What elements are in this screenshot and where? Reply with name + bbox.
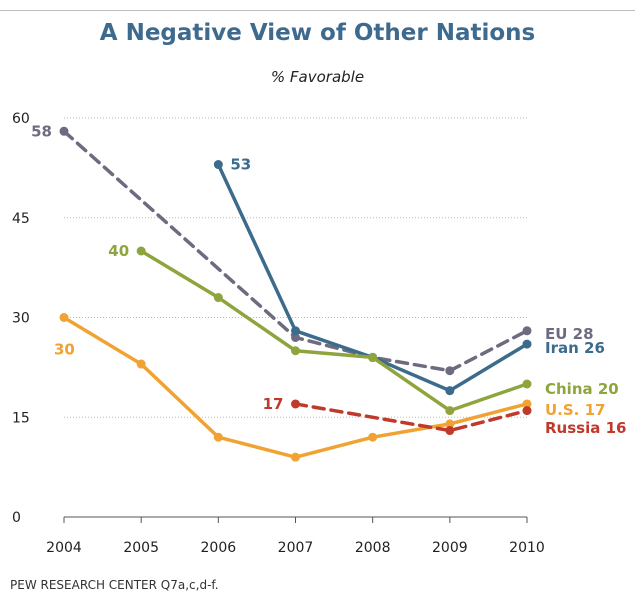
data-point-russia [522, 406, 532, 416]
series-line-china [139, 249, 529, 413]
data-point-iran [291, 326, 300, 336]
data-point-eu [59, 126, 69, 136]
end-label-iran: Iran 26 [545, 339, 605, 357]
y-tick-label: 45 [12, 211, 30, 227]
chart-subtitle: % Favorable [270, 68, 365, 86]
x-tick-label: 2006 [201, 540, 237, 556]
data-point-russia [291, 399, 300, 409]
data-label-us: 30 [54, 341, 75, 359]
data-point-us [368, 432, 378, 442]
top-divider [0, 10, 635, 11]
x-tick-label: 2005 [123, 540, 159, 556]
data-label-russia: 17 [263, 395, 284, 413]
x-tick-label: 2009 [432, 540, 468, 556]
data-point-china [291, 346, 300, 356]
y-tick-label: 0 [12, 510, 21, 526]
data-point-iran [522, 339, 532, 349]
data-point-us [59, 313, 69, 322]
data-label-eu: 58 [31, 122, 52, 140]
data-point-china [368, 352, 378, 362]
data-point-china [136, 246, 146, 256]
end-label-eu: EU 28 [545, 325, 594, 343]
data-point-china [213, 293, 223, 303]
data-point-iran [213, 160, 223, 170]
data-point-iran [445, 386, 455, 396]
data-point-eu [291, 332, 300, 342]
data-label-china: 40 [108, 242, 129, 260]
x-tick-label: 2008 [355, 540, 391, 556]
data-point-china [522, 379, 532, 389]
y-tick-label: 30 [12, 311, 30, 327]
series-line-russia [293, 402, 529, 433]
data-point-us [213, 432, 223, 442]
data-point-us [522, 399, 532, 409]
data-point-eu [445, 366, 455, 376]
data-point-us [291, 452, 300, 462]
data-point-eu [522, 326, 532, 336]
y-tick-label: 15 [12, 410, 30, 426]
end-label-us: U.S. 17 [545, 401, 605, 419]
end-label-russia: Russia 16 [545, 419, 626, 437]
y-tick-label: 60 [12, 111, 30, 127]
data-label-iran: 53 [230, 156, 251, 174]
x-tick-label: 2010 [509, 540, 545, 556]
data-point-us [136, 359, 146, 369]
chart-title: A Negative View of Other Nations [99, 20, 536, 46]
end-label-china: China 20 [545, 380, 619, 398]
data-point-russia [445, 426, 455, 436]
x-tick-label: 2004 [46, 540, 82, 556]
data-point-china [445, 406, 455, 416]
data-point-us [445, 419, 455, 429]
source-note: PEW RESEARCH CENTER Q7a,c,d-f. [10, 578, 219, 592]
x-tick-label: 2007 [278, 540, 314, 556]
